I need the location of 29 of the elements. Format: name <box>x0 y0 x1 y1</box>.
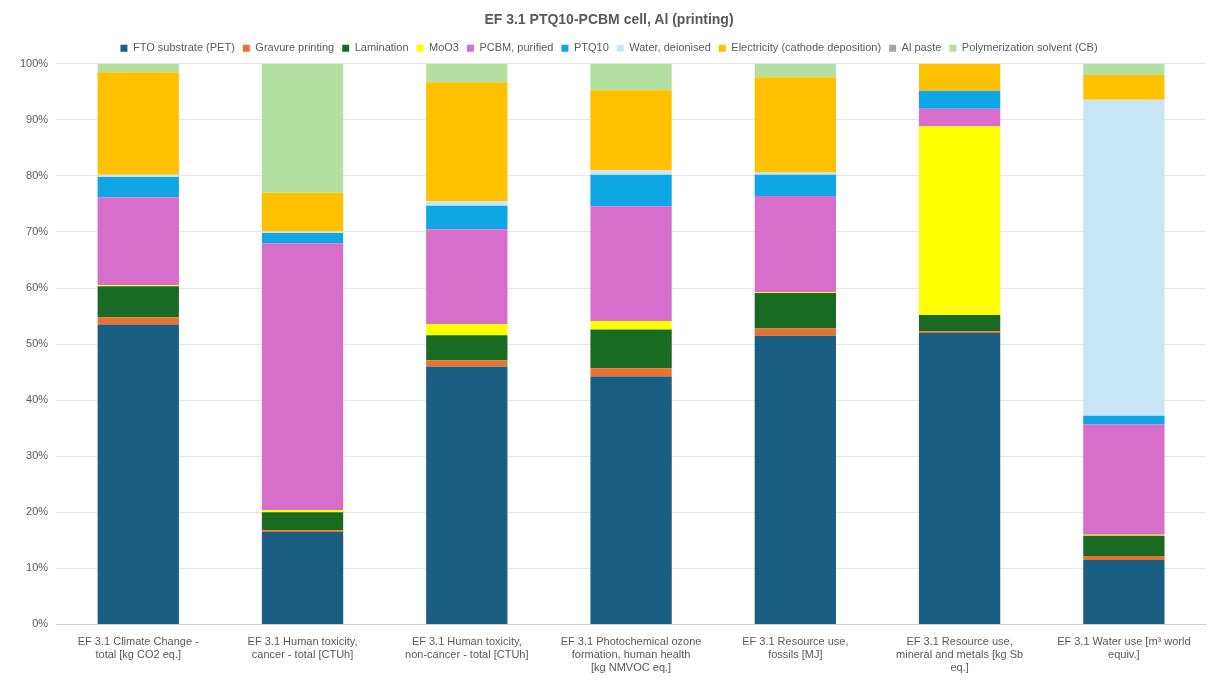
y-tick-label: 60% <box>26 281 49 294</box>
legend-label: FTO substrate (PET) <box>132 41 235 54</box>
y-tick-label: 20% <box>26 505 49 518</box>
y-tick-label: 90% <box>26 112 49 125</box>
legend-label: Electricity (cathode deposition) <box>731 41 882 54</box>
x-tick-label: EF 3.1 Resource use, fossils [MJ] <box>742 635 849 661</box>
x-tick-label: EF 3.1 Climate Change - total [kg CO2 eq.] <box>77 635 200 661</box>
x-tick-label: EF 3.1 Human toxicity, non-cancer - total [CTUh] <box>405 635 529 661</box>
x-tick-label: EF 3.1 Photochemical ozone formation, human health [kg NMVOC eq.] <box>560 635 702 674</box>
y-tick-label: 40% <box>26 393 49 406</box>
legend-label: PTQ10 <box>573 41 609 54</box>
x-tick-label: EF 3.1 Water use [m³ world equiv.] <box>1057 635 1191 661</box>
legend-label: Water, deionised <box>629 41 711 54</box>
legend-label: Gravure printing <box>255 41 335 54</box>
legend-label: PCBM, purified <box>479 41 554 54</box>
legend-label: MoO3 <box>429 41 459 54</box>
chart-title: EF 3.1 PTQ10-PCBM cell, Al (printing) <box>484 11 734 28</box>
y-tick-label: 0% <box>32 617 49 630</box>
x-tick-label: EF 3.1 Resource use, mineral and metals [kg Sb eq.] <box>896 635 1024 674</box>
y-tick-label: 70% <box>26 225 49 238</box>
legend-label: Polymerization solvent (CB) <box>961 41 1098 54</box>
legend-label: Al paste <box>901 41 942 54</box>
y-tick-label: 30% <box>26 449 49 462</box>
x-tick-label: EF 3.1 Human toxicity, cancer - total [CTUh] <box>247 635 358 661</box>
y-tick-label: 50% <box>26 337 49 350</box>
y-tick-label: 10% <box>26 561 49 574</box>
y-tick-label: 80% <box>26 168 49 181</box>
legend-label: Lamination <box>354 41 409 54</box>
y-tick-label: 100% <box>19 56 49 69</box>
